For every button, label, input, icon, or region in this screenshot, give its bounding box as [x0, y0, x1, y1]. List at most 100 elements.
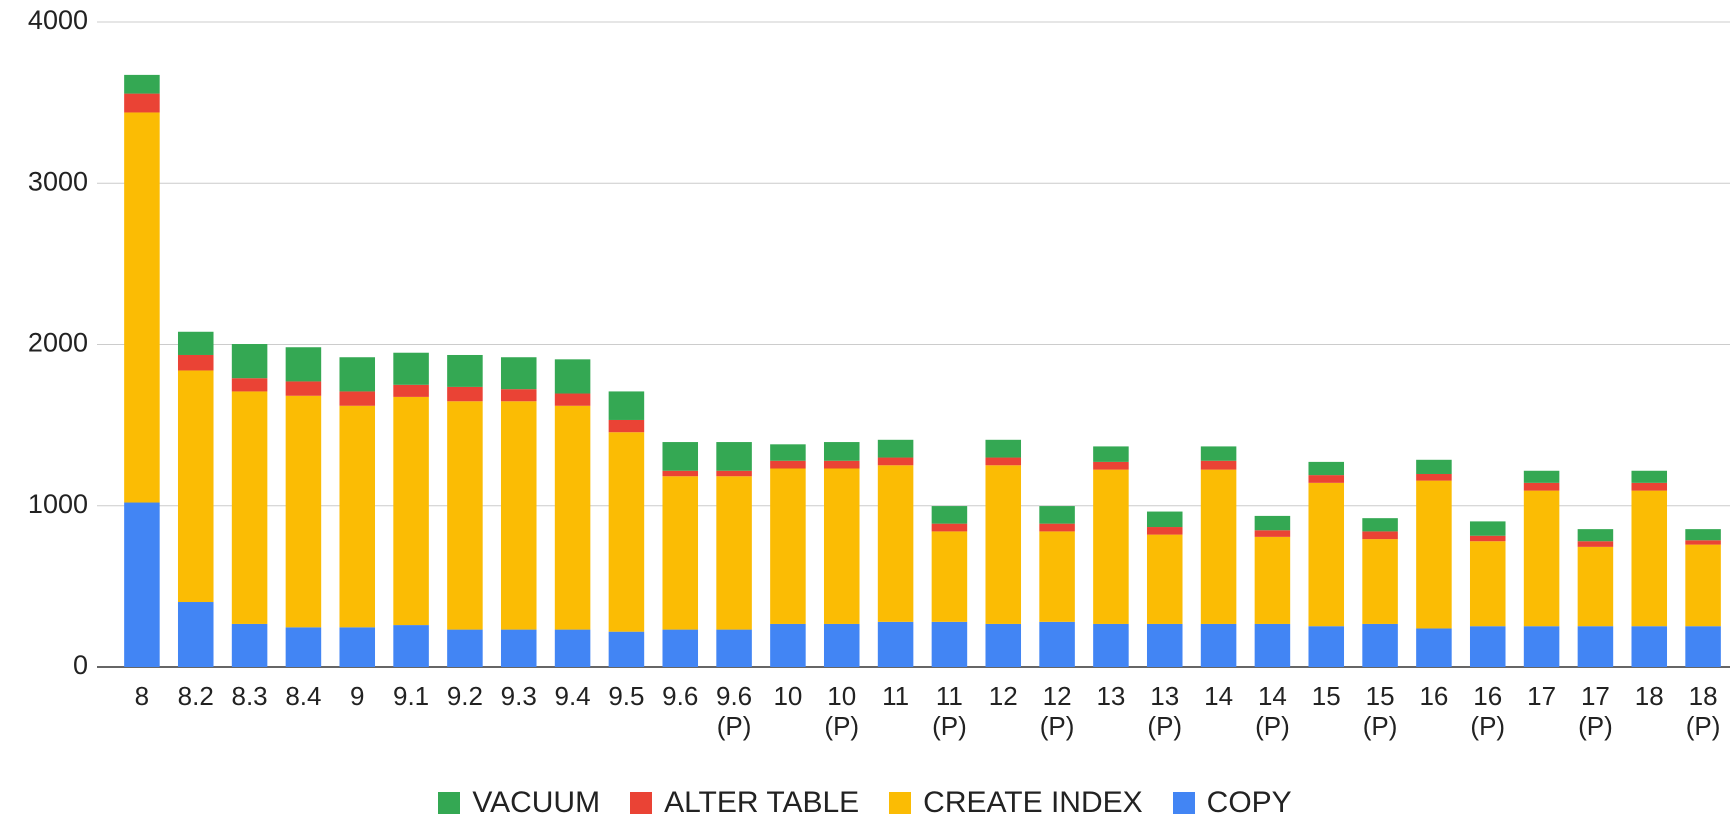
- bar-segment: [985, 623, 1022, 667]
- bar-segment: [554, 393, 591, 406]
- bar-segment: [823, 442, 860, 461]
- bar-segment: [1200, 446, 1237, 461]
- bar-segment: [1308, 482, 1345, 627]
- bar-segment: [1523, 482, 1560, 491]
- bar-segment: [931, 523, 968, 532]
- bar-segment: [716, 442, 752, 471]
- bar-segment: [1469, 521, 1506, 536]
- bar-segment: [393, 625, 429, 667]
- legend-swatch: [438, 792, 461, 814]
- x-tick-label: 18 (P): [1685, 681, 1721, 741]
- bar-segment: [1523, 470, 1560, 483]
- bar-segment: [985, 439, 1022, 458]
- bar-segment: [1631, 470, 1668, 483]
- legend-swatch: [630, 792, 653, 814]
- bar-segment: [1685, 626, 1721, 667]
- bar-segment: [1523, 626, 1560, 667]
- bar-segment: [177, 602, 214, 667]
- bar-segment: [1685, 529, 1721, 541]
- bar-segment: [662, 442, 699, 471]
- bar-segment: [823, 623, 860, 667]
- bar-segment: [1254, 536, 1291, 624]
- bar-segment: [500, 357, 537, 390]
- legend-item: ALTER TABLE: [630, 786, 859, 820]
- bar-segment: [393, 384, 429, 397]
- bar-segment: [1631, 626, 1668, 667]
- bar-segment: [1200, 623, 1237, 667]
- legend-label: CREATE INDEX: [923, 786, 1143, 819]
- legend-label: VACUUM: [472, 786, 601, 819]
- bar-segment: [1631, 490, 1668, 627]
- bar-segment: [662, 470, 699, 477]
- y-tick-label: 2000: [28, 328, 88, 358]
- y-tick-label: 1000: [28, 489, 88, 519]
- bar-segment: [1093, 469, 1129, 624]
- bar-segment: [985, 457, 1022, 466]
- legend-item: CREATE INDEX: [889, 786, 1143, 820]
- bar-segment: [770, 444, 806, 461]
- x-tick-label: 16 (P): [1470, 681, 1506, 741]
- bar-segment: [177, 331, 214, 355]
- bar-segment: [393, 352, 429, 385]
- x-tick-label: 10: [773, 681, 803, 711]
- bar-segment: [1362, 518, 1398, 532]
- bar-segment: [1631, 482, 1668, 491]
- x-tick-label: 15: [1311, 681, 1341, 711]
- bar-segment: [1146, 534, 1183, 624]
- bar-segment: [285, 627, 322, 667]
- bar-segment: [1362, 623, 1398, 667]
- bar-segment: [1254, 623, 1291, 667]
- legend-label: ALTER TABLE: [664, 786, 860, 819]
- legend-swatch: [889, 792, 912, 814]
- bar-segment: [447, 629, 483, 667]
- bar-segment: [554, 359, 591, 394]
- bar-segment: [500, 389, 537, 402]
- bar-segment: [608, 391, 645, 420]
- bar-segment: [447, 386, 483, 402]
- legend-swatch: [1172, 792, 1195, 814]
- bar-segment: [1523, 490, 1560, 627]
- bar-segment: [1577, 541, 1614, 547]
- x-tick-label: 9.4: [554, 681, 591, 711]
- bar-segment: [447, 354, 483, 387]
- x-tick-label: 14: [1204, 681, 1234, 711]
- bar-segment: [500, 629, 537, 667]
- legend: VACUUM ALTER TABLE CREATE INDEX COPY: [0, 786, 1730, 820]
- bar-segment: [554, 405, 591, 630]
- bar-segment: [447, 401, 483, 630]
- bar-segment: [124, 112, 160, 503]
- bar-segment: [339, 405, 376, 628]
- bar-segment: [1577, 546, 1614, 627]
- bar-segment: [608, 432, 645, 632]
- bar-segment: [877, 465, 914, 622]
- bar-segment: [500, 401, 537, 630]
- y-tick-label: 3000: [28, 166, 88, 196]
- bar-segment: [823, 460, 860, 469]
- bar-segment: [177, 370, 214, 603]
- x-tick-label: 9.6: [662, 681, 699, 711]
- bar-segment: [231, 623, 268, 667]
- bar-segment: [339, 357, 376, 392]
- bar-segment: [1093, 446, 1129, 462]
- legend-item: COPY: [1172, 786, 1292, 820]
- legend-item: VACUUM: [438, 786, 600, 820]
- x-tick-label: 16: [1419, 681, 1449, 711]
- bar-segment: [1200, 469, 1237, 624]
- bar-segment: [393, 396, 429, 626]
- bar-segment: [931, 506, 968, 524]
- x-tick-label: 18: [1634, 681, 1664, 711]
- bar-segment: [877, 621, 914, 667]
- x-tick-label: 9.1: [393, 681, 430, 711]
- bar-segment: [1469, 535, 1506, 542]
- bar-segment: [716, 476, 752, 630]
- bar-segment: [877, 439, 914, 458]
- x-tick-label: 9.6 (P): [716, 681, 753, 741]
- bar-segment: [1577, 529, 1614, 542]
- bar-segment: [716, 629, 752, 667]
- bar-segment: [124, 74, 160, 94]
- bar-segment: [1039, 523, 1075, 532]
- bar-segment: [231, 344, 268, 379]
- bar-segment: [662, 476, 699, 630]
